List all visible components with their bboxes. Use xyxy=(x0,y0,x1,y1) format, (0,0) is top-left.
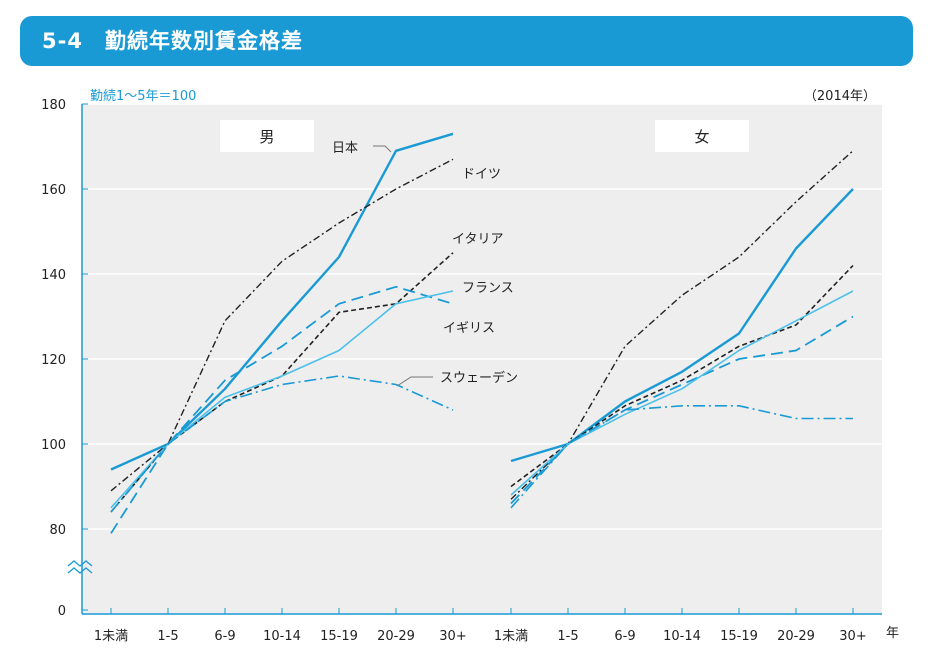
y-tick-label: 0 xyxy=(58,604,66,619)
series-label-germany: ドイツ xyxy=(462,167,501,182)
x-tick-label: 6-9 xyxy=(614,629,635,644)
leader-line-japan xyxy=(373,145,392,153)
series-label-sweden: スウェーデン xyxy=(440,370,518,386)
x-tick-label: 1-5 xyxy=(557,629,578,644)
series-line-female-sweden xyxy=(510,404,853,509)
x-tick-label: 6-9 xyxy=(214,629,235,644)
x-tick-label: 30+ xyxy=(439,629,466,644)
leader-line-sweden xyxy=(396,376,433,387)
series-label-france: フランス xyxy=(462,281,514,296)
x-tick-label: 20-29 xyxy=(377,629,415,644)
y-tick-label: 100 xyxy=(41,438,66,453)
x-tick-label: 1未満 xyxy=(94,629,128,644)
x-axis-unit: 年 xyxy=(886,626,899,641)
series-line-male-france xyxy=(110,285,454,534)
x-tick-label: 1未満 xyxy=(494,629,528,644)
y-tick-label: 180 xyxy=(41,98,66,113)
series-line-female-italy xyxy=(510,264,854,488)
panel-label-box-male xyxy=(220,120,314,152)
x-tick-label: 20-29 xyxy=(777,629,815,644)
series-label-uk: イギリス xyxy=(443,321,495,336)
chart-header: 5-4 勤続年数別賃金格差 xyxy=(20,16,913,66)
grid-lines xyxy=(82,103,882,530)
axis-break-icon xyxy=(67,560,93,574)
series-label-italy: イタリア xyxy=(452,232,503,247)
chart-title: 5-4 勤続年数別賃金格差 xyxy=(42,29,303,53)
x-tick-label: 15-19 xyxy=(320,629,358,644)
series-line-male-sweden xyxy=(110,375,454,513)
x-tick-label: 1-5 xyxy=(157,629,178,644)
x-tick-labels: 1未満 1-5 6-9 10-14 15-19 20-29 30+ 1未満 1-5 6-9 10-1… xyxy=(94,608,867,644)
x-tick-label: 30+ xyxy=(839,629,866,644)
axis-break-gap xyxy=(82,532,882,580)
x-tick-label: 15-19 xyxy=(720,629,758,644)
panel-label-box-female xyxy=(655,120,749,152)
series-line-male-germany xyxy=(110,158,454,492)
y-tick-label: 120 xyxy=(41,353,66,368)
y-tick-label: 80 xyxy=(49,523,66,538)
year-note: （2014年） xyxy=(804,89,876,104)
y-axis-label: 勤続1～5年＝100 xyxy=(90,89,196,104)
y-tick-labels: 0 80 100 120 140 160 180 xyxy=(41,98,88,619)
series-label-japan: 日本 xyxy=(332,141,358,156)
y-tick-label: 160 xyxy=(41,183,66,198)
panel-label-male: 男 xyxy=(259,128,274,146)
series-lines xyxy=(110,132,854,534)
x-tick-label: 10-14 xyxy=(263,629,301,644)
series-line-female-uk xyxy=(510,290,854,496)
x-tick-label: 10-14 xyxy=(663,629,701,644)
y-tick-label: 140 xyxy=(41,268,66,283)
panel-label-female: 女 xyxy=(694,128,709,146)
